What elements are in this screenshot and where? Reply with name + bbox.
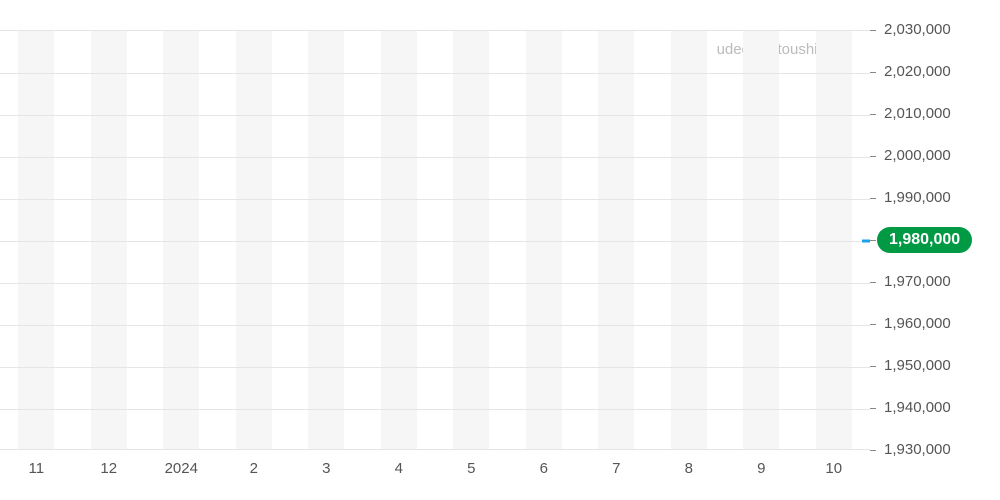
x-tick-label: 10 — [825, 460, 842, 477]
y-axis: 2,030,0002,020,0002,010,0002,000,0001,99… — [870, 30, 1000, 450]
grid-column — [91, 31, 127, 449]
grid-column — [18, 31, 54, 449]
x-tick-label: 9 — [757, 460, 765, 477]
x-tick-label: 8 — [685, 460, 693, 477]
gridline — [0, 283, 870, 284]
x-tick-label: 5 — [467, 460, 475, 477]
y-tick — [870, 324, 876, 325]
x-tick-label: 7 — [612, 460, 620, 477]
price-chart: udedokeitoushi.com 2,030,000 2,020,000 2,0… — [0, 0, 1000, 500]
grid-column — [453, 31, 489, 449]
grid-column — [671, 31, 707, 449]
y-tick-label: 2,030,000 — [884, 21, 951, 38]
y-tick — [870, 240, 876, 241]
y-tick-label: 1,940,000 — [884, 399, 951, 416]
y-tick — [870, 114, 876, 115]
y-tick-label: 1,970,000 — [884, 273, 951, 290]
grid-column — [381, 31, 417, 449]
y-tick-label: 1,930,000 — [884, 441, 951, 458]
y-tick-label: 1,950,000 — [884, 357, 951, 374]
current-value-marker — [862, 240, 870, 243]
y-tick — [870, 450, 876, 451]
x-tick-label: 4 — [395, 460, 403, 477]
grid-column — [816, 31, 852, 449]
gridline — [0, 367, 870, 368]
gridline — [0, 199, 870, 200]
y-tick-label: 1,990,000 — [884, 189, 951, 206]
y-tick — [870, 408, 876, 409]
y-tick-label: 2,020,000 — [884, 63, 951, 80]
y-tick — [870, 366, 876, 367]
gridline — [0, 241, 870, 242]
y-tick — [870, 198, 876, 199]
y-tick — [870, 282, 876, 283]
x-tick-label: 3 — [322, 460, 330, 477]
y-tick-label: 2,000,000 — [884, 147, 951, 164]
y-tick — [870, 156, 876, 157]
gridline — [0, 325, 870, 326]
grid-column — [598, 31, 634, 449]
y-tick — [870, 30, 876, 31]
gridline — [0, 73, 870, 74]
x-tick-label: 2024 — [165, 460, 198, 477]
plot-area: udedokeitoushi.com — [0, 30, 870, 450]
grid-column — [526, 31, 562, 449]
x-tick-label: 2 — [250, 460, 258, 477]
x-tick-label: 6 — [540, 460, 548, 477]
gridline — [0, 409, 870, 410]
x-tick-label: 12 — [100, 460, 117, 477]
grid-column — [163, 31, 199, 449]
gridline — [0, 115, 870, 116]
x-tick-label: 11 — [28, 460, 44, 477]
y-tick — [870, 72, 876, 73]
current-value-badge: 1,980,000 — [877, 227, 972, 253]
y-tick-label: 1,960,000 — [884, 315, 951, 332]
grid-column — [743, 31, 779, 449]
grid-column — [308, 31, 344, 449]
grid-column — [236, 31, 272, 449]
gridline — [0, 157, 870, 158]
y-tick-label: 2,010,000 — [884, 105, 951, 122]
